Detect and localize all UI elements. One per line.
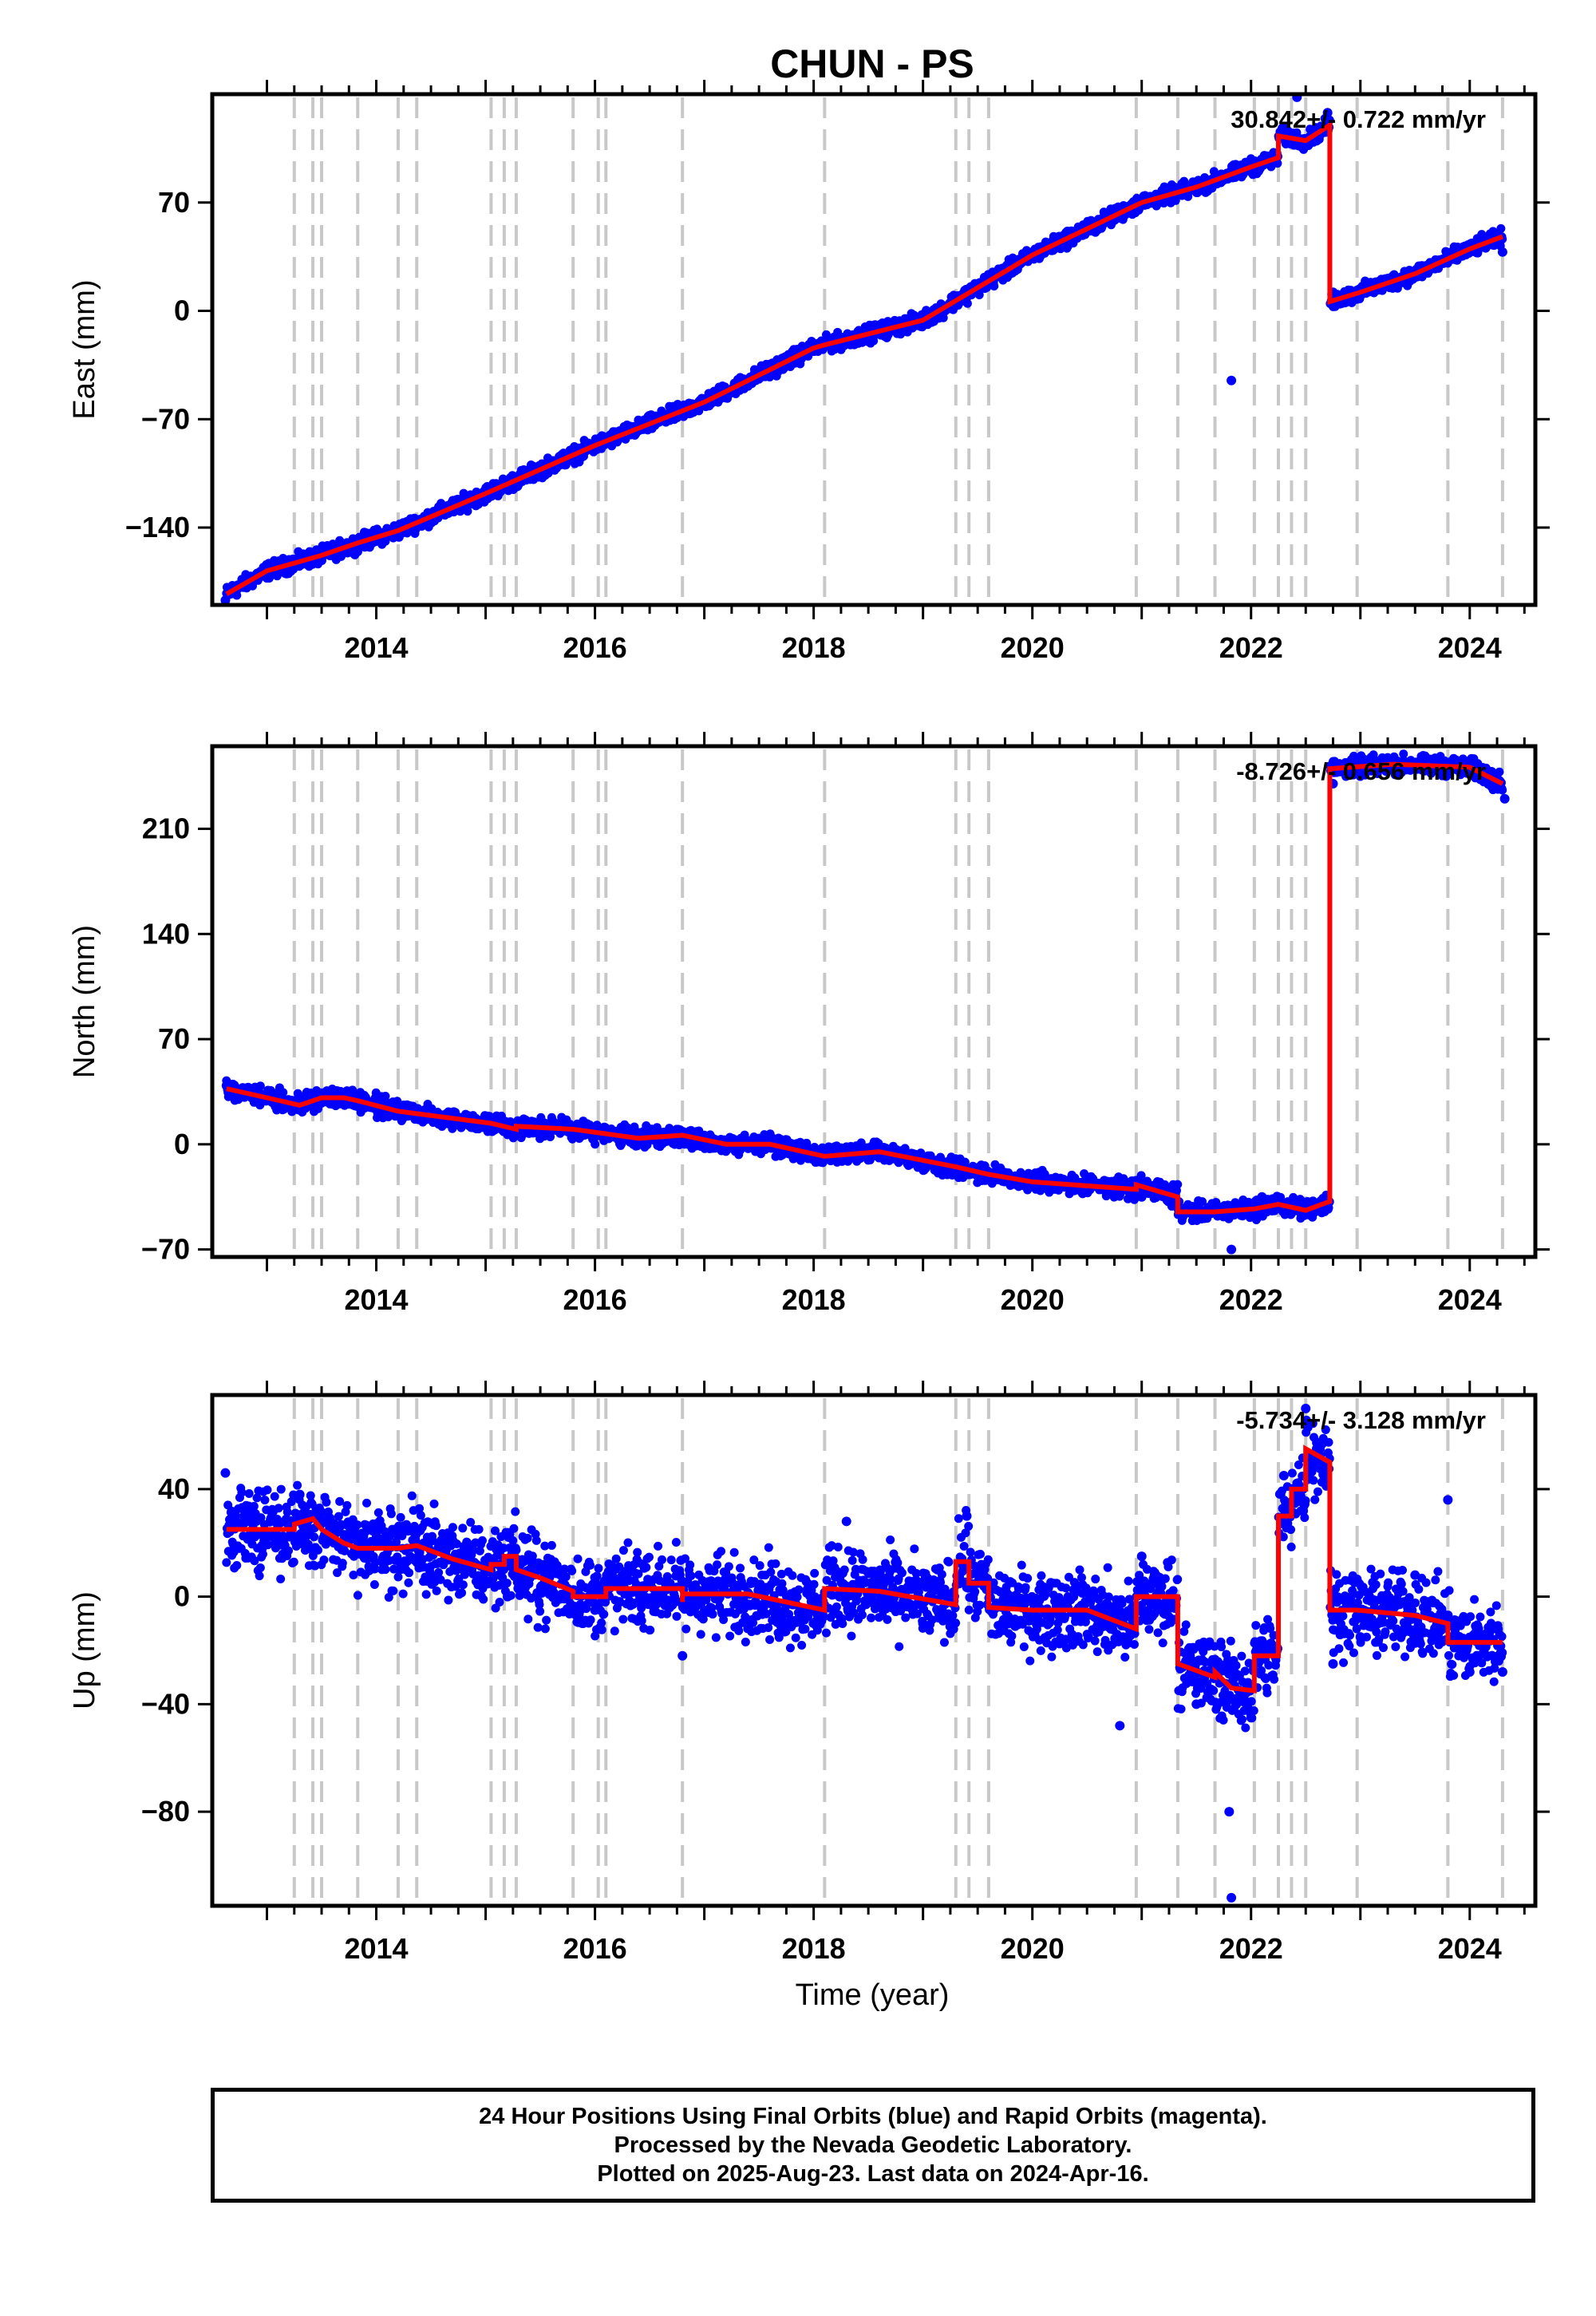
north-data-point xyxy=(546,1132,555,1142)
east-x-tick-label: 2022 xyxy=(1219,631,1283,664)
east-data-point xyxy=(1496,223,1506,233)
east-data-point xyxy=(232,591,242,600)
east-data-point xyxy=(694,406,704,416)
east-x-tick-label: 2014 xyxy=(344,631,408,664)
east-data-point xyxy=(938,313,948,322)
east-x-tick-label: 2016 xyxy=(563,631,627,664)
east-x-tick-label: 2018 xyxy=(782,631,846,664)
east-data-point xyxy=(463,507,472,516)
east-x-tick-label: 2020 xyxy=(1001,631,1065,664)
figure-title: CHUN - PS xyxy=(770,41,974,86)
north-data-point xyxy=(279,1088,288,1097)
east-data-point xyxy=(962,298,972,308)
panel-east: 2014 2016 2018 2020 2022 2024 −140 −70 0 70 East (… xyxy=(68,80,1550,664)
north-data-point xyxy=(381,1092,390,1101)
north-data-point xyxy=(1173,1180,1183,1189)
east-data-point-0 xyxy=(220,595,231,606)
east-y-tick-label: −70 xyxy=(141,402,190,435)
east-data-point-12 xyxy=(1227,375,1237,385)
east-data-cloud xyxy=(222,114,1507,600)
east-rate-label: 30.842+/- 0.722 mm/yr xyxy=(1231,105,1486,133)
east-x-tick-label: 2024 xyxy=(1438,631,1502,664)
north-data-point xyxy=(591,1140,600,1149)
east-y-tick-label: −140 xyxy=(125,511,190,543)
east-y-tick-label: 0 xyxy=(174,294,190,327)
east-data-point-15 xyxy=(1322,108,1333,118)
east-data-point-19 xyxy=(1497,247,1507,257)
east-model-line xyxy=(225,121,1503,597)
east-data-point xyxy=(974,290,984,299)
east-y-tick-label: 70 xyxy=(158,186,190,219)
east-data-point xyxy=(990,281,999,290)
north-data-point xyxy=(255,1081,265,1091)
east-y-axis-label: East (mm) xyxy=(68,279,101,419)
panel-north: 2014 2016 2018 2020 2022 2024−70070140210Nort… xyxy=(68,732,1550,1316)
east-plot-frame xyxy=(210,92,1538,607)
